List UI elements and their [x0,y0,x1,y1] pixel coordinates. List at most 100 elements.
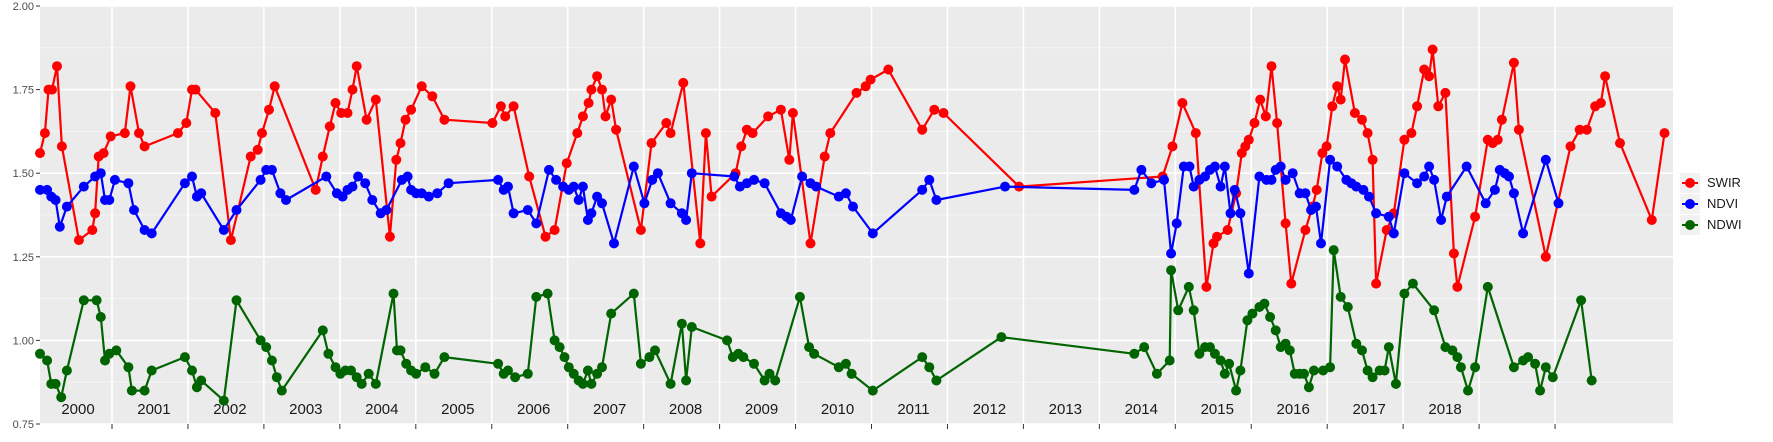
data-point [1209,161,1220,172]
data-point [611,124,622,135]
data-point [1440,87,1451,98]
data-point [281,195,291,205]
data-point [367,195,378,205]
data-point [1581,124,1592,135]
data-point [600,111,611,122]
data-point [924,362,935,373]
data-point [125,81,136,92]
data-point [317,151,328,162]
data-point [787,108,798,118]
data-point [661,118,672,128]
year-label: 2009 [745,401,778,418]
data-point [650,345,660,356]
year-label: 2016 [1277,401,1310,418]
data-point [1139,342,1150,353]
data-point [1523,352,1534,363]
year-label: 2013 [1049,401,1082,418]
data-point [652,168,663,179]
year-label: 2015 [1201,401,1234,418]
data-point [1424,71,1435,82]
data-point [361,114,372,125]
data-point [1489,184,1500,195]
data-point [487,118,498,128]
data-point [540,231,551,242]
year-label: 2005 [441,401,474,418]
data-point [917,352,928,363]
data-point [347,181,358,192]
data-point [1243,134,1254,145]
data-point [56,141,67,152]
data-point [370,378,381,389]
data-point [252,144,263,155]
data-point [275,188,286,199]
data-point [1574,124,1585,135]
data-point [586,378,597,389]
legend: SWIR NDVI NDWI [1680,173,1742,235]
data-point [39,128,50,139]
data-point [1429,174,1440,185]
data-point [50,195,61,205]
data-point [42,355,53,366]
data-point [1249,118,1260,128]
data-point [187,365,197,376]
y-tick-label: 1.00 [13,335,34,347]
data-point [1496,114,1507,125]
data-point [1286,278,1297,289]
data-point [98,148,109,159]
data-point [1615,138,1625,149]
data-point [749,174,759,185]
year-label: 2014 [1125,401,1158,418]
data-point [809,348,820,359]
data-point [819,151,830,162]
data-point [931,375,942,386]
data-point [805,238,816,249]
data-point [87,225,98,235]
data-point [1452,281,1463,292]
data-point [1399,134,1410,145]
data-point [508,101,519,112]
data-point [597,362,607,373]
data-point [231,295,242,306]
year-label: 2002 [213,401,246,418]
legend-marker [1685,199,1695,209]
data-point [56,392,67,403]
data-point [1433,101,1444,112]
data-point [347,84,358,95]
data-point [119,128,130,139]
series-ndwi [35,245,1597,406]
data-point [139,385,150,396]
data-point [255,335,266,346]
data-point [1448,248,1459,259]
data-point [317,325,328,336]
data-point [1455,362,1466,373]
data-point [1188,305,1199,316]
year-labels: 2000 2001 2002 2003 2004 2005 2006 2007 2008 2009… [61,401,1461,418]
data-point [736,141,747,152]
data-point [61,365,72,376]
data-point [342,108,353,118]
data-point [747,128,758,139]
year-label: 2007 [593,401,626,418]
data-point [678,77,689,88]
data-point [181,118,192,128]
data-point [388,288,399,299]
data-point [439,114,450,125]
data-point [91,295,102,306]
data-point [179,352,190,363]
data-point [1470,362,1481,373]
data-point [1224,358,1235,369]
data-point [1280,174,1291,185]
y-tick-label: 1.50 [13,168,34,180]
data-point [218,395,229,406]
data-point [266,164,277,175]
y-tick-label: 2.00 [13,1,34,13]
data-point [1383,211,1394,222]
data-point [531,218,542,229]
year-label: 2010 [821,401,854,418]
data-point [1335,291,1346,302]
data-point [1129,184,1140,195]
data-point [384,231,395,242]
data-point [1504,171,1514,182]
data-point [196,188,207,199]
data-point [1351,338,1362,349]
